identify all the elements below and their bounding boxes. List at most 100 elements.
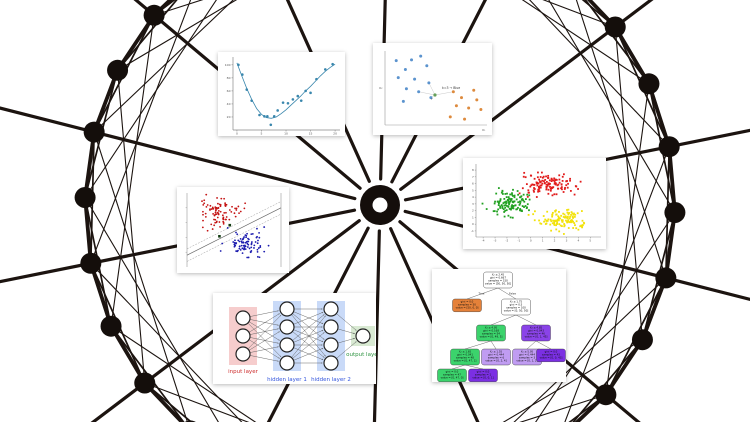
svg-text:-1: -1 bbox=[471, 229, 474, 233]
svg-text:gini = 0.5: gini = 0.5 bbox=[510, 303, 523, 307]
nn-edges bbox=[247, 308, 357, 364]
svg-text:X₀ ≤ 5.95: X₀ ≤ 5.95 bbox=[521, 349, 534, 353]
nn-layer-bands bbox=[229, 301, 375, 371]
svg-text:gini = 0.667: gini = 0.667 bbox=[490, 276, 506, 280]
kmeans-axes: -1 0 1 2 3 4 5 6 7 8 -4 -3 -2 -1 0 1 2 3 4 5 bbox=[471, 164, 601, 242]
svg-text:X₂ ≤ 2.45: X₂ ≤ 2.45 bbox=[492, 272, 505, 276]
svg-text:value = [0, 1, 2]: value = [0, 1, 2] bbox=[516, 359, 537, 363]
svg-text:X₂ ≤ 1.65: X₂ ≤ 1.65 bbox=[459, 349, 472, 353]
svg-text:gini = 0.444: gini = 0.444 bbox=[519, 353, 535, 357]
svg-text:gini = 0.043: gini = 0.043 bbox=[528, 329, 544, 333]
svg-text:20: 20 bbox=[333, 132, 337, 136]
kmeans-cluster-green bbox=[481, 187, 531, 219]
svm-axes bbox=[185, 193, 282, 267]
svg-text:samples = 48: samples = 48 bbox=[456, 356, 474, 360]
knn-points-blue bbox=[394, 54, 433, 103]
svg-text:0: 0 bbox=[472, 222, 474, 226]
svg-text:value = [0, 1, 45]: value = [0, 1, 45] bbox=[525, 335, 548, 339]
svg-text:X₃ ≤ 1.75: X₃ ≤ 1.75 bbox=[510, 299, 523, 303]
svg-text:value = [0, 0, 1]: value = [0, 0, 1] bbox=[472, 376, 493, 380]
kmeans-panel: -1 0 1 2 3 4 5 6 7 8 -4 -3 -2 -1 0 1 2 3 4 5 bbox=[463, 158, 606, 249]
svg-text:samples = 47: samples = 47 bbox=[443, 373, 461, 377]
svg-text:5: 5 bbox=[589, 238, 591, 242]
svg-text:value = [0, 49, 5]: value = [0, 49, 5] bbox=[480, 335, 503, 339]
knn-panel: x₂ x₁? k=3 → Blue bbox=[373, 43, 492, 135]
decision-tree-panel: True False X₂ ≤ 2.45 gini = 0.667 samples = … bbox=[432, 269, 566, 382]
svg-text:samples = 50: samples = 50 bbox=[458, 303, 476, 307]
svg-text:samples = 46: samples = 46 bbox=[527, 332, 545, 336]
tree-false-label: False bbox=[509, 292, 516, 296]
tree-edges: True False bbox=[451, 287, 552, 370]
svm-panel bbox=[177, 187, 289, 273]
knn-query-label: ? bbox=[431, 97, 433, 101]
svg-text:gini = 0.0: gini = 0.0 bbox=[461, 299, 474, 303]
polynomial-regression-panel: 20 40 60 80 100 0 5 10 15 20 bbox=[218, 52, 345, 136]
svg-text:samples = 54: samples = 54 bbox=[482, 332, 500, 336]
hub-node bbox=[360, 185, 400, 225]
tree-true-label: True bbox=[478, 292, 485, 296]
svg-text:5: 5 bbox=[472, 188, 474, 192]
svg-text:3: 3 bbox=[566, 238, 568, 242]
kmeans-chart: -1 0 1 2 3 4 5 6 7 8 -4 -3 -2 -1 0 1 2 3 4 5 bbox=[471, 164, 601, 242]
svg-text:100: 100 bbox=[225, 63, 231, 67]
svg-text:2: 2 bbox=[472, 209, 474, 213]
svg-text:gini = 0.0: gini = 0.0 bbox=[446, 369, 459, 373]
svg-text:15: 15 bbox=[309, 132, 313, 136]
svg-text:2: 2 bbox=[554, 238, 556, 242]
svg-text:8: 8 bbox=[472, 168, 474, 172]
svm-support-vectors bbox=[218, 223, 232, 238]
regression-points bbox=[237, 62, 334, 127]
neural-network-diagram: input layer hidden layer 1 hidden layer 2 o… bbox=[228, 301, 376, 383]
svg-text:X₂ ≤ 1.55: X₂ ≤ 1.55 bbox=[490, 349, 503, 353]
svg-text:4: 4 bbox=[577, 238, 579, 242]
svg-text:X₃ ≤ 4.95: X₃ ≤ 4.95 bbox=[485, 325, 498, 329]
nn-layer-label: hidden layer 1 bbox=[267, 377, 307, 383]
nn-layer-label: output layer bbox=[346, 352, 376, 358]
svg-text:value = [0, 50, 50]: value = [0, 50, 50] bbox=[504, 309, 528, 313]
svg-text:0: 0 bbox=[530, 238, 532, 242]
svg-text:1: 1 bbox=[542, 238, 544, 242]
knn-annotation: k=3 → Blue bbox=[442, 86, 460, 90]
svg-text:-1: -1 bbox=[517, 238, 520, 242]
svm-cluster-blue bbox=[219, 226, 270, 259]
svg-text:samples = 1: samples = 1 bbox=[475, 373, 492, 377]
network-nodes bbox=[74, 4, 686, 422]
svm-chart bbox=[185, 193, 282, 267]
nn-layer-label: input layer bbox=[228, 369, 258, 375]
knn-query-point bbox=[433, 93, 437, 97]
svg-text:gini = 0.444: gini = 0.444 bbox=[488, 353, 504, 357]
svg-text:value = [0, 47, 1]: value = [0, 47, 1] bbox=[454, 359, 477, 363]
svg-text:value = [0, 0, 43]: value = [0, 0, 43] bbox=[540, 356, 563, 360]
svg-text:gini = 0.041: gini = 0.041 bbox=[457, 353, 473, 357]
knn-axes: x₂ x₁ bbox=[379, 51, 487, 132]
svg-text:samples = 6: samples = 6 bbox=[488, 356, 505, 360]
nn-nodes bbox=[235, 301, 371, 371]
nn-layer-label: hidden layer 2 bbox=[311, 377, 351, 383]
svg-text:samples = 3: samples = 3 bbox=[519, 356, 536, 360]
knn-chart: x₂ x₁? k=3 → Blue bbox=[379, 51, 487, 132]
svg-text:6: 6 bbox=[472, 182, 474, 186]
svg-text:-2: -2 bbox=[506, 238, 509, 242]
svg-text:gini = 0.0: gini = 0.0 bbox=[477, 369, 490, 373]
svg-text:-4: -4 bbox=[482, 238, 485, 242]
svg-text:40: 40 bbox=[227, 102, 231, 106]
svg-text:7: 7 bbox=[472, 175, 474, 179]
svg-text:x₂: x₂ bbox=[379, 86, 383, 90]
svg-text:x₁: x₁ bbox=[482, 128, 486, 132]
svg-text:3: 3 bbox=[472, 202, 474, 206]
svg-text:-3: -3 bbox=[494, 238, 497, 242]
svg-text:4: 4 bbox=[472, 195, 474, 199]
svg-text:samples = 100: samples = 100 bbox=[506, 306, 526, 310]
regression-curve bbox=[236, 62, 336, 119]
